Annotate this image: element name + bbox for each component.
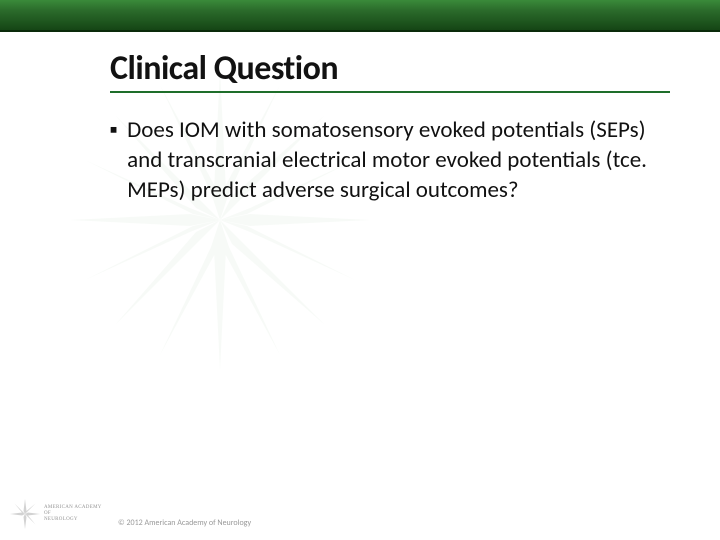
org-logo: AMERICAN ACADEMY OF NEUROLOGY	[10, 494, 105, 534]
bullet-text: Does IOM with somatosensory evoked poten…	[127, 115, 647, 205]
page-title: Clinical Question	[110, 48, 680, 89]
star-icon	[10, 499, 40, 529]
copyright-footer: © 2012 American Academy of Neurology	[118, 518, 251, 528]
title-underline	[110, 91, 670, 93]
content-area: Clinical Question ▪ Does IOM with somato…	[110, 48, 680, 205]
logo-line-2: NEUROLOGY	[44, 517, 78, 522]
bullet-list: ▪ Does IOM with somatosensory evoked pot…	[110, 115, 680, 205]
logo-text: AMERICAN ACADEMY OF NEUROLOGY	[44, 505, 105, 523]
header-bar	[0, 0, 720, 32]
bullet-marker-icon: ▪	[110, 115, 117, 145]
list-item: ▪ Does IOM with somatosensory evoked pot…	[110, 115, 680, 205]
logo-line-1: AMERICAN ACADEMY OF	[44, 505, 102, 516]
